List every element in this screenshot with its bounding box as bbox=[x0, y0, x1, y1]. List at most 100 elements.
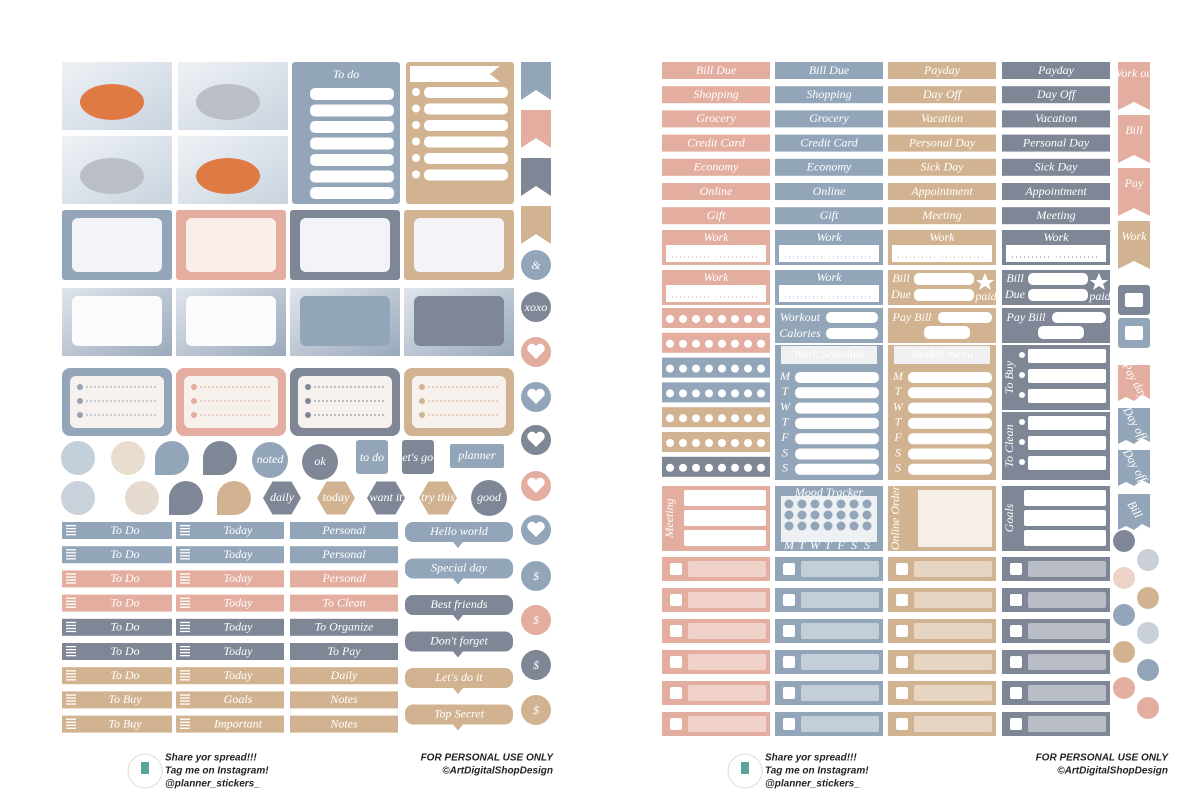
label: to do bbox=[360, 450, 384, 464]
speech-banner bbox=[405, 704, 513, 725]
drop bbox=[705, 439, 713, 447]
label: W bbox=[893, 399, 904, 413]
label: try this bbox=[421, 490, 455, 504]
label: Mood Tracker bbox=[794, 485, 864, 499]
dollar-badge bbox=[521, 650, 551, 680]
icon: $ bbox=[533, 613, 539, 627]
icon-line bbox=[66, 652, 76, 654]
banner bbox=[62, 643, 172, 660]
banner bbox=[176, 643, 284, 660]
icon bbox=[670, 625, 682, 637]
box-inner bbox=[414, 296, 504, 346]
label-banner bbox=[1002, 62, 1110, 79]
label: daily bbox=[270, 490, 295, 504]
drop bbox=[692, 339, 700, 348]
hearts-line bbox=[424, 87, 508, 98]
label: Top Secret bbox=[434, 706, 485, 720]
label: Today bbox=[224, 547, 254, 561]
speech-banner bbox=[405, 631, 513, 652]
label: Online bbox=[813, 184, 846, 198]
label: Personal bbox=[321, 547, 366, 561]
drop bbox=[718, 389, 726, 398]
bubble bbox=[450, 444, 504, 468]
icon-line bbox=[180, 697, 190, 699]
icon bbox=[783, 563, 795, 575]
star bbox=[1019, 459, 1025, 465]
label: to bbox=[711, 287, 720, 301]
icon-bar-inner bbox=[914, 716, 992, 732]
label: Work bbox=[817, 230, 843, 244]
label: Personal bbox=[321, 523, 366, 537]
dot bbox=[1137, 549, 1159, 571]
banner bbox=[176, 570, 284, 588]
icon bbox=[670, 656, 682, 668]
illustration bbox=[80, 158, 144, 194]
label: F bbox=[780, 430, 789, 444]
drop bbox=[718, 364, 726, 373]
label: ok bbox=[314, 454, 326, 468]
bubble bbox=[471, 480, 507, 516]
label-banner bbox=[888, 183, 996, 200]
icon-bar-inner bbox=[1028, 623, 1106, 639]
bullet bbox=[191, 412, 197, 418]
label-banner bbox=[662, 86, 770, 104]
icon-line bbox=[180, 627, 190, 630]
label: today bbox=[323, 490, 350, 504]
icon-line bbox=[180, 597, 190, 599]
label-banner bbox=[775, 86, 883, 104]
icon-line bbox=[66, 673, 76, 675]
icon-line bbox=[180, 621, 190, 624]
icon-line bbox=[66, 603, 76, 605]
icon: $ bbox=[533, 569, 539, 583]
bullet bbox=[77, 398, 83, 404]
heart bbox=[412, 170, 420, 179]
drop bbox=[744, 339, 752, 348]
mood-dot bbox=[784, 499, 794, 509]
star bbox=[976, 273, 994, 290]
drop bbox=[666, 439, 674, 447]
icon bbox=[1010, 594, 1022, 606]
icon bbox=[783, 656, 795, 668]
speech-tail bbox=[453, 651, 463, 658]
label: paid bbox=[1088, 289, 1111, 303]
icon bbox=[896, 594, 908, 606]
icon-line bbox=[66, 655, 76, 657]
box-inner bbox=[72, 296, 162, 346]
label: To Do bbox=[110, 668, 139, 682]
label: Workout bbox=[780, 310, 821, 324]
label: M bbox=[892, 369, 904, 383]
icon-line bbox=[66, 624, 76, 627]
todo-line bbox=[310, 137, 394, 150]
drop bbox=[679, 339, 687, 348]
icon-bar-inner bbox=[688, 654, 766, 670]
badge bbox=[521, 250, 551, 280]
label: Day Off bbox=[922, 87, 963, 101]
mood-dot bbox=[823, 510, 833, 520]
work-inner bbox=[666, 285, 766, 302]
label: Let's do it bbox=[434, 670, 483, 684]
drop bbox=[169, 481, 203, 515]
label: S bbox=[864, 538, 870, 552]
drop bbox=[692, 364, 700, 373]
icon-bar-inner bbox=[801, 561, 879, 577]
icon-line bbox=[66, 727, 76, 729]
icon bbox=[896, 718, 908, 730]
drop bbox=[666, 414, 674, 423]
mood-dot bbox=[862, 510, 872, 520]
icon-line bbox=[180, 555, 190, 557]
icon bbox=[670, 687, 682, 699]
flag bbox=[521, 206, 551, 244]
icon-line bbox=[180, 646, 190, 648]
bill-line bbox=[914, 273, 974, 285]
icon-line bbox=[180, 606, 190, 608]
icon-line bbox=[180, 576, 190, 578]
banner bbox=[290, 522, 398, 539]
label: Work bbox=[1122, 229, 1148, 243]
label: Grocery bbox=[809, 111, 849, 125]
mood-dot bbox=[849, 499, 859, 509]
label-banner bbox=[888, 110, 996, 128]
box-inner bbox=[300, 296, 390, 346]
icon-bar-inner bbox=[914, 685, 992, 701]
icon bbox=[783, 687, 795, 699]
mood-dot bbox=[836, 510, 846, 520]
